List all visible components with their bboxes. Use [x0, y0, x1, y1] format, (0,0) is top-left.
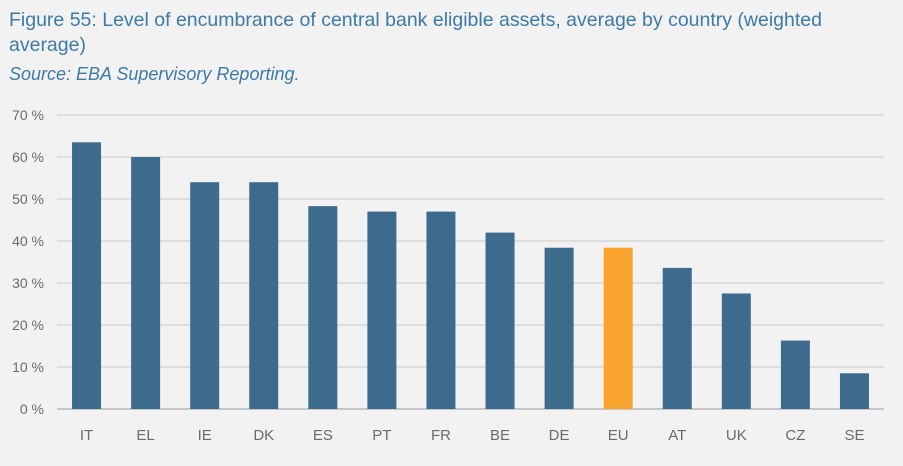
x-tick-label: ES [313, 427, 333, 444]
x-tick-label: DE [549, 427, 570, 444]
figure-label: Figure 55: [9, 9, 97, 31]
bar-fr [426, 211, 456, 409]
x-tick-label: IE [198, 427, 212, 444]
x-axis-labels: IT EL IE DK ES PT FR BE DE EU AT UK CZ SE [80, 427, 865, 444]
bar-de [544, 247, 574, 409]
x-tick-label: EL [136, 427, 154, 444]
bar-eu [603, 247, 633, 409]
bar-ie [190, 182, 220, 409]
y-tick-label: 40 % [12, 233, 44, 249]
bar-pt [367, 211, 397, 409]
y-tick-label: 0 % [20, 401, 44, 417]
bar-it [72, 142, 102, 410]
x-tick-label: FR [431, 427, 451, 444]
x-tick-label: PT [372, 427, 391, 444]
figure-caption: Figure 55: Level of encumbrance of centr… [9, 8, 894, 58]
bar-dk [249, 182, 279, 409]
x-tick-label: UK [726, 427, 747, 444]
x-tick-label: DK [253, 427, 274, 444]
x-tick-label: AT [668, 427, 686, 444]
figure-source: Source: EBA Supervisory Reporting. [9, 64, 300, 84]
y-tick-label: 20 % [12, 317, 44, 333]
bar-cz [780, 340, 810, 409]
y-axis-ticks: 0 % 10 % 20 % 30 % 40 % 50 % 60 % 70 % [12, 107, 44, 417]
figure-title: Level of encumbrance of central bank eli… [9, 9, 822, 56]
bar-se [839, 373, 869, 409]
x-tick-label: EU [608, 427, 629, 444]
bar-at [662, 267, 692, 409]
bar-be [485, 232, 515, 409]
y-tick-label: 10 % [12, 359, 44, 375]
x-tick-label: CZ [785, 427, 805, 444]
y-tick-label: 70 % [12, 107, 44, 123]
x-tick-label: IT [80, 427, 93, 444]
x-tick-label: SE [844, 427, 864, 444]
y-tick-label: 30 % [12, 275, 44, 291]
bars [72, 142, 869, 410]
bar-es [308, 206, 338, 409]
y-tick-label: 60 % [12, 149, 44, 165]
x-tick-label: BE [490, 427, 510, 444]
gridlines [57, 114, 884, 410]
y-tick-label: 50 % [12, 191, 44, 207]
bar-uk [721, 293, 751, 409]
bar-el [131, 157, 161, 409]
